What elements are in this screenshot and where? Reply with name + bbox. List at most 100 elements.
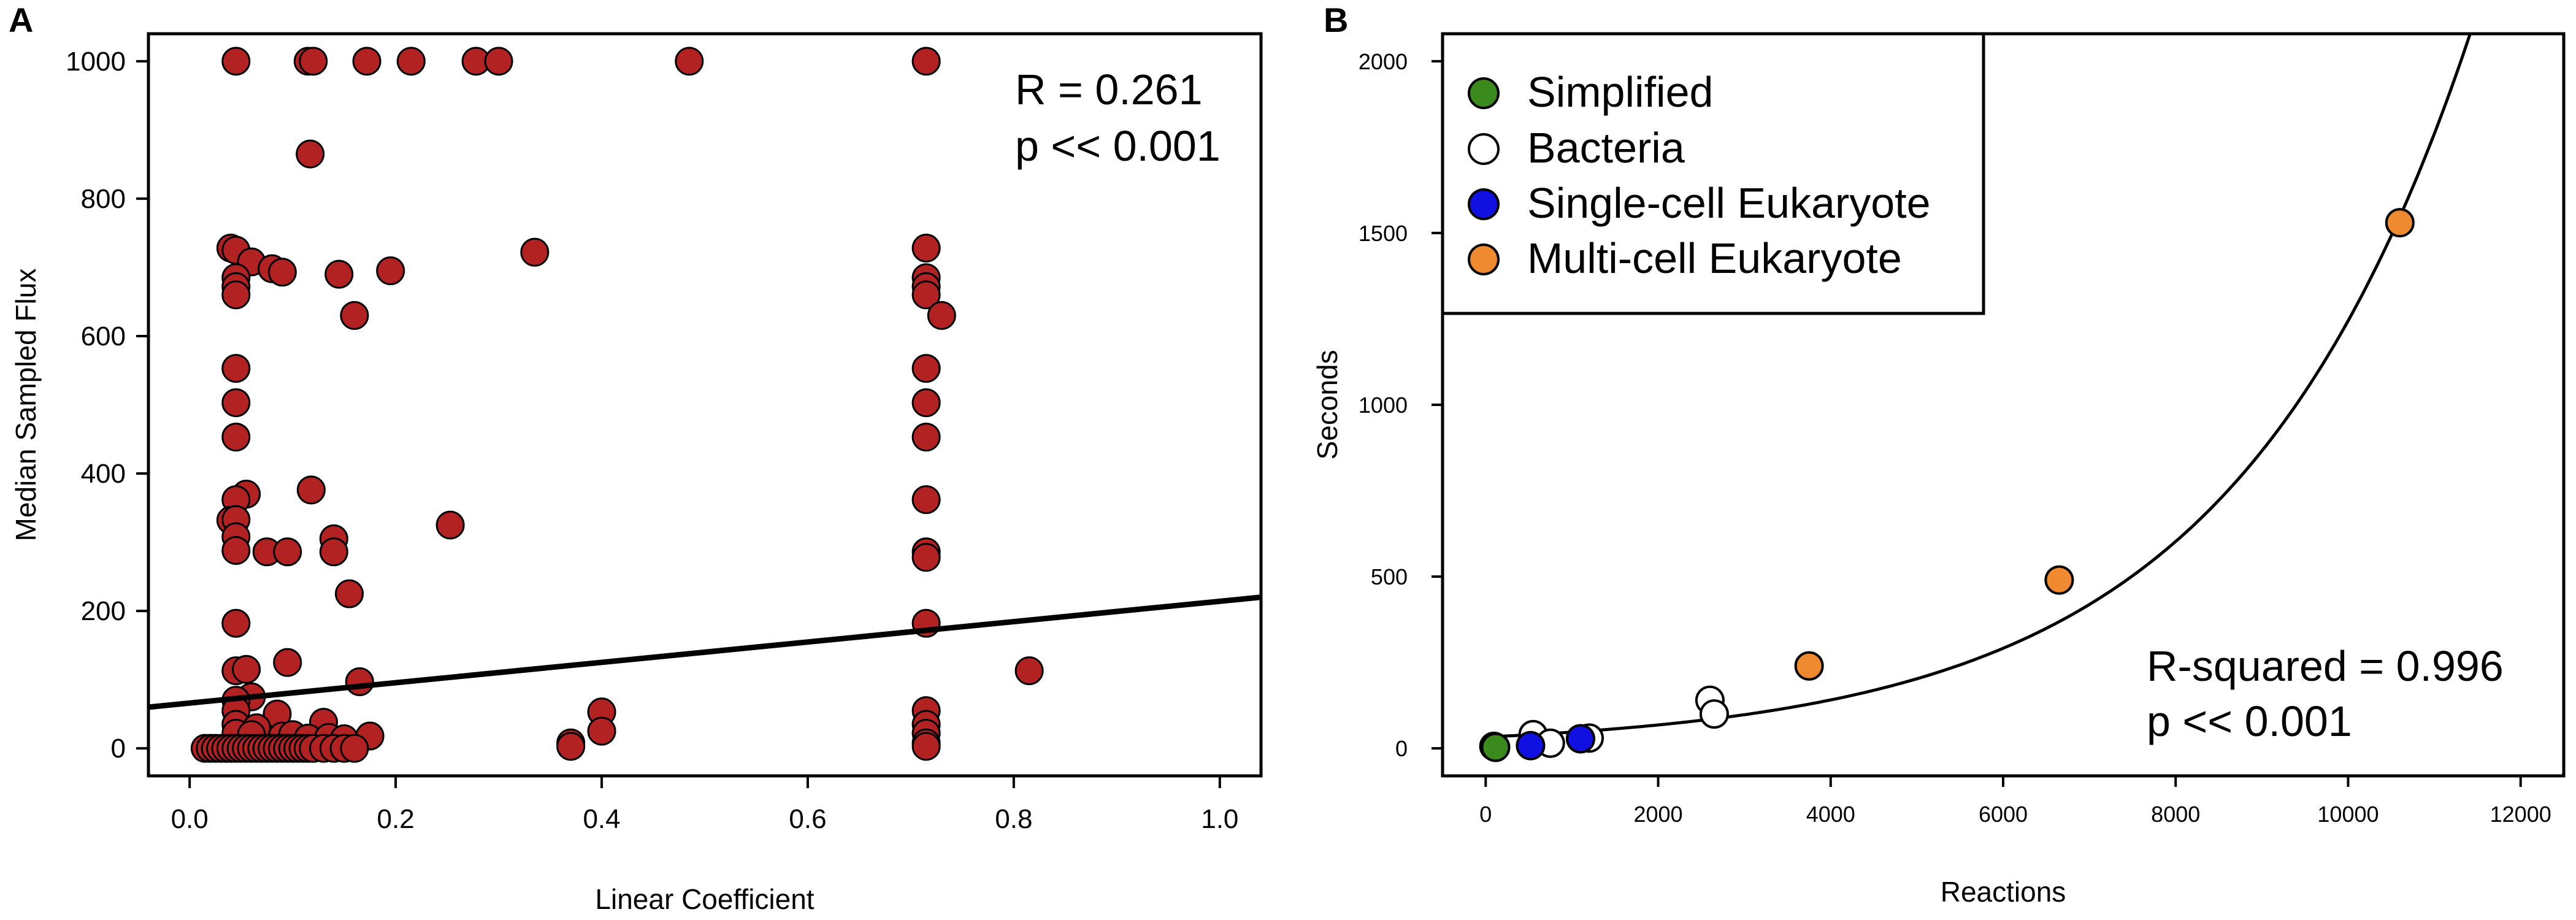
data-point [340,301,369,330]
data-point [911,354,941,383]
data-point [911,388,941,418]
x-tick-label: 4000 [1806,802,1855,827]
data-point [911,485,941,515]
data-point [335,579,364,608]
x-tick-label: 0.4 [583,804,620,834]
data-point [1014,656,1044,686]
panel-b-fit-curve [1485,33,2472,739]
data-point [267,258,297,287]
panel-a-label: A [9,1,33,39]
data-point [435,510,465,540]
panel-a: A 0.0 0.2 0.4 0.6 0.8 1.0 0 200 400 600 800 1000 R … [9,1,1263,915]
data-point [273,537,302,567]
data-point [675,47,704,76]
legend-marker-simplified [1468,77,1500,109]
x-tick-label: 1.0 [1201,804,1238,834]
data-point [221,536,251,565]
data-point [911,732,941,761]
panel-b-ticks: 0 2000 4000 6000 8000 10000 12000 0 500 1000 1500 2… [1359,49,2551,827]
data-point [911,423,941,452]
data-point [319,537,348,567]
x-tick-label: 0 [1479,802,1492,827]
y-tick-label: 2000 [1359,49,1408,74]
legend-label-simplified: Simplified [1527,68,1713,116]
data-point [484,47,513,76]
y-tick-label: 1500 [1359,221,1408,246]
data-point [345,667,374,697]
y-tick-label: 800 [81,184,126,214]
y-tick-label: 500 [1371,564,1408,589]
y-tick-label: 1000 [66,47,126,77]
data-point [1794,651,1824,681]
x-tick-label: 10000 [2317,802,2379,827]
data-point [221,608,251,638]
data-point [324,259,354,289]
data-point [587,716,616,746]
legend-marker-bacteria [1468,133,1500,165]
legend-label-bacteria: Bacteria [1527,124,1685,172]
data-point [221,354,251,383]
panel-b-label: B [1324,1,1348,39]
data-point [376,256,405,286]
panel-b-x-axis-label: Reactions [1941,876,2066,908]
panel-a-ticks: 0.0 0.2 0.4 0.6 0.8 1.0 0 200 400 600 800 1000 [66,47,1238,834]
data-point [221,47,251,76]
y-tick-label: 0 [111,734,126,764]
data-point [911,280,941,310]
x-tick-label: 0.8 [995,804,1032,834]
data-point [927,301,956,330]
legend: Simplified Bacteria Single-cell Eukaryot… [1441,32,1985,315]
x-tick-label: 0.0 [171,804,209,834]
panel-b-annotation-p: p << 0.001 [2147,697,2352,745]
x-tick-label: 6000 [1979,802,2028,827]
data-point [1516,730,1546,761]
data-point [221,388,251,418]
panel-b-y-axis-label: Seconds [1311,350,1343,459]
data-point [2044,565,2074,595]
legend-marker-single-cell-eukaryote [1468,188,1500,220]
panel-a-points [190,47,1044,763]
legend-label-single-cell-eukaryote: Single-cell Eukaryote [1527,179,1931,227]
panel-a-frame [147,32,1263,778]
panel-b: B 0 2000 4000 6000 8000 10000 12000 0 500 1000 150… [1311,1,2566,908]
data-point [911,47,941,76]
y-tick-label: 200 [81,596,126,626]
data-point [296,475,326,505]
data-point [911,543,941,572]
x-tick-label: 8000 [2151,802,2200,827]
panel-b-points [1479,208,2415,762]
panel-a-fit-line [148,594,1262,710]
data-point [221,280,251,310]
data-point [352,47,381,76]
y-tick-label: 400 [81,459,126,489]
x-tick-label: 2000 [1633,802,1682,827]
data-point [2385,208,2415,238]
panel-b-annotation-r-squared: R-squared = 0.996 [2147,642,2504,690]
data-point [221,423,251,452]
legend-label-multi-cell-eukaryote: Multi-cell Eukaryote [1527,234,1902,282]
data-point [1699,699,1729,729]
data-point [232,654,261,684]
legend-box [1441,32,1985,315]
data-point [299,47,328,76]
panel-a-annotation-r: R = 0.261 [1015,66,1203,113]
panel-a-y-axis-label: Median Sampled Flux [10,269,42,542]
x-tick-label: 0.6 [789,804,826,834]
panel-a-annotation-p: p << 0.001 [1015,122,1221,170]
y-tick-label: 0 [1395,736,1408,761]
data-point [520,237,550,267]
panel-a-x-axis-label: Linear Coefficient [595,883,814,915]
data-point [911,234,941,263]
x-tick-label: 12000 [2490,802,2551,827]
data-point [1565,724,1595,754]
y-tick-label: 1000 [1359,393,1408,418]
data-point [1481,732,1511,762]
data-point [396,47,426,76]
y-tick-label: 600 [81,321,126,351]
x-tick-label: 0.2 [377,804,415,834]
legend-marker-multi-cell-eukaryote [1468,243,1500,275]
data-point [556,732,586,761]
data-point [340,734,369,763]
data-point [296,139,325,169]
